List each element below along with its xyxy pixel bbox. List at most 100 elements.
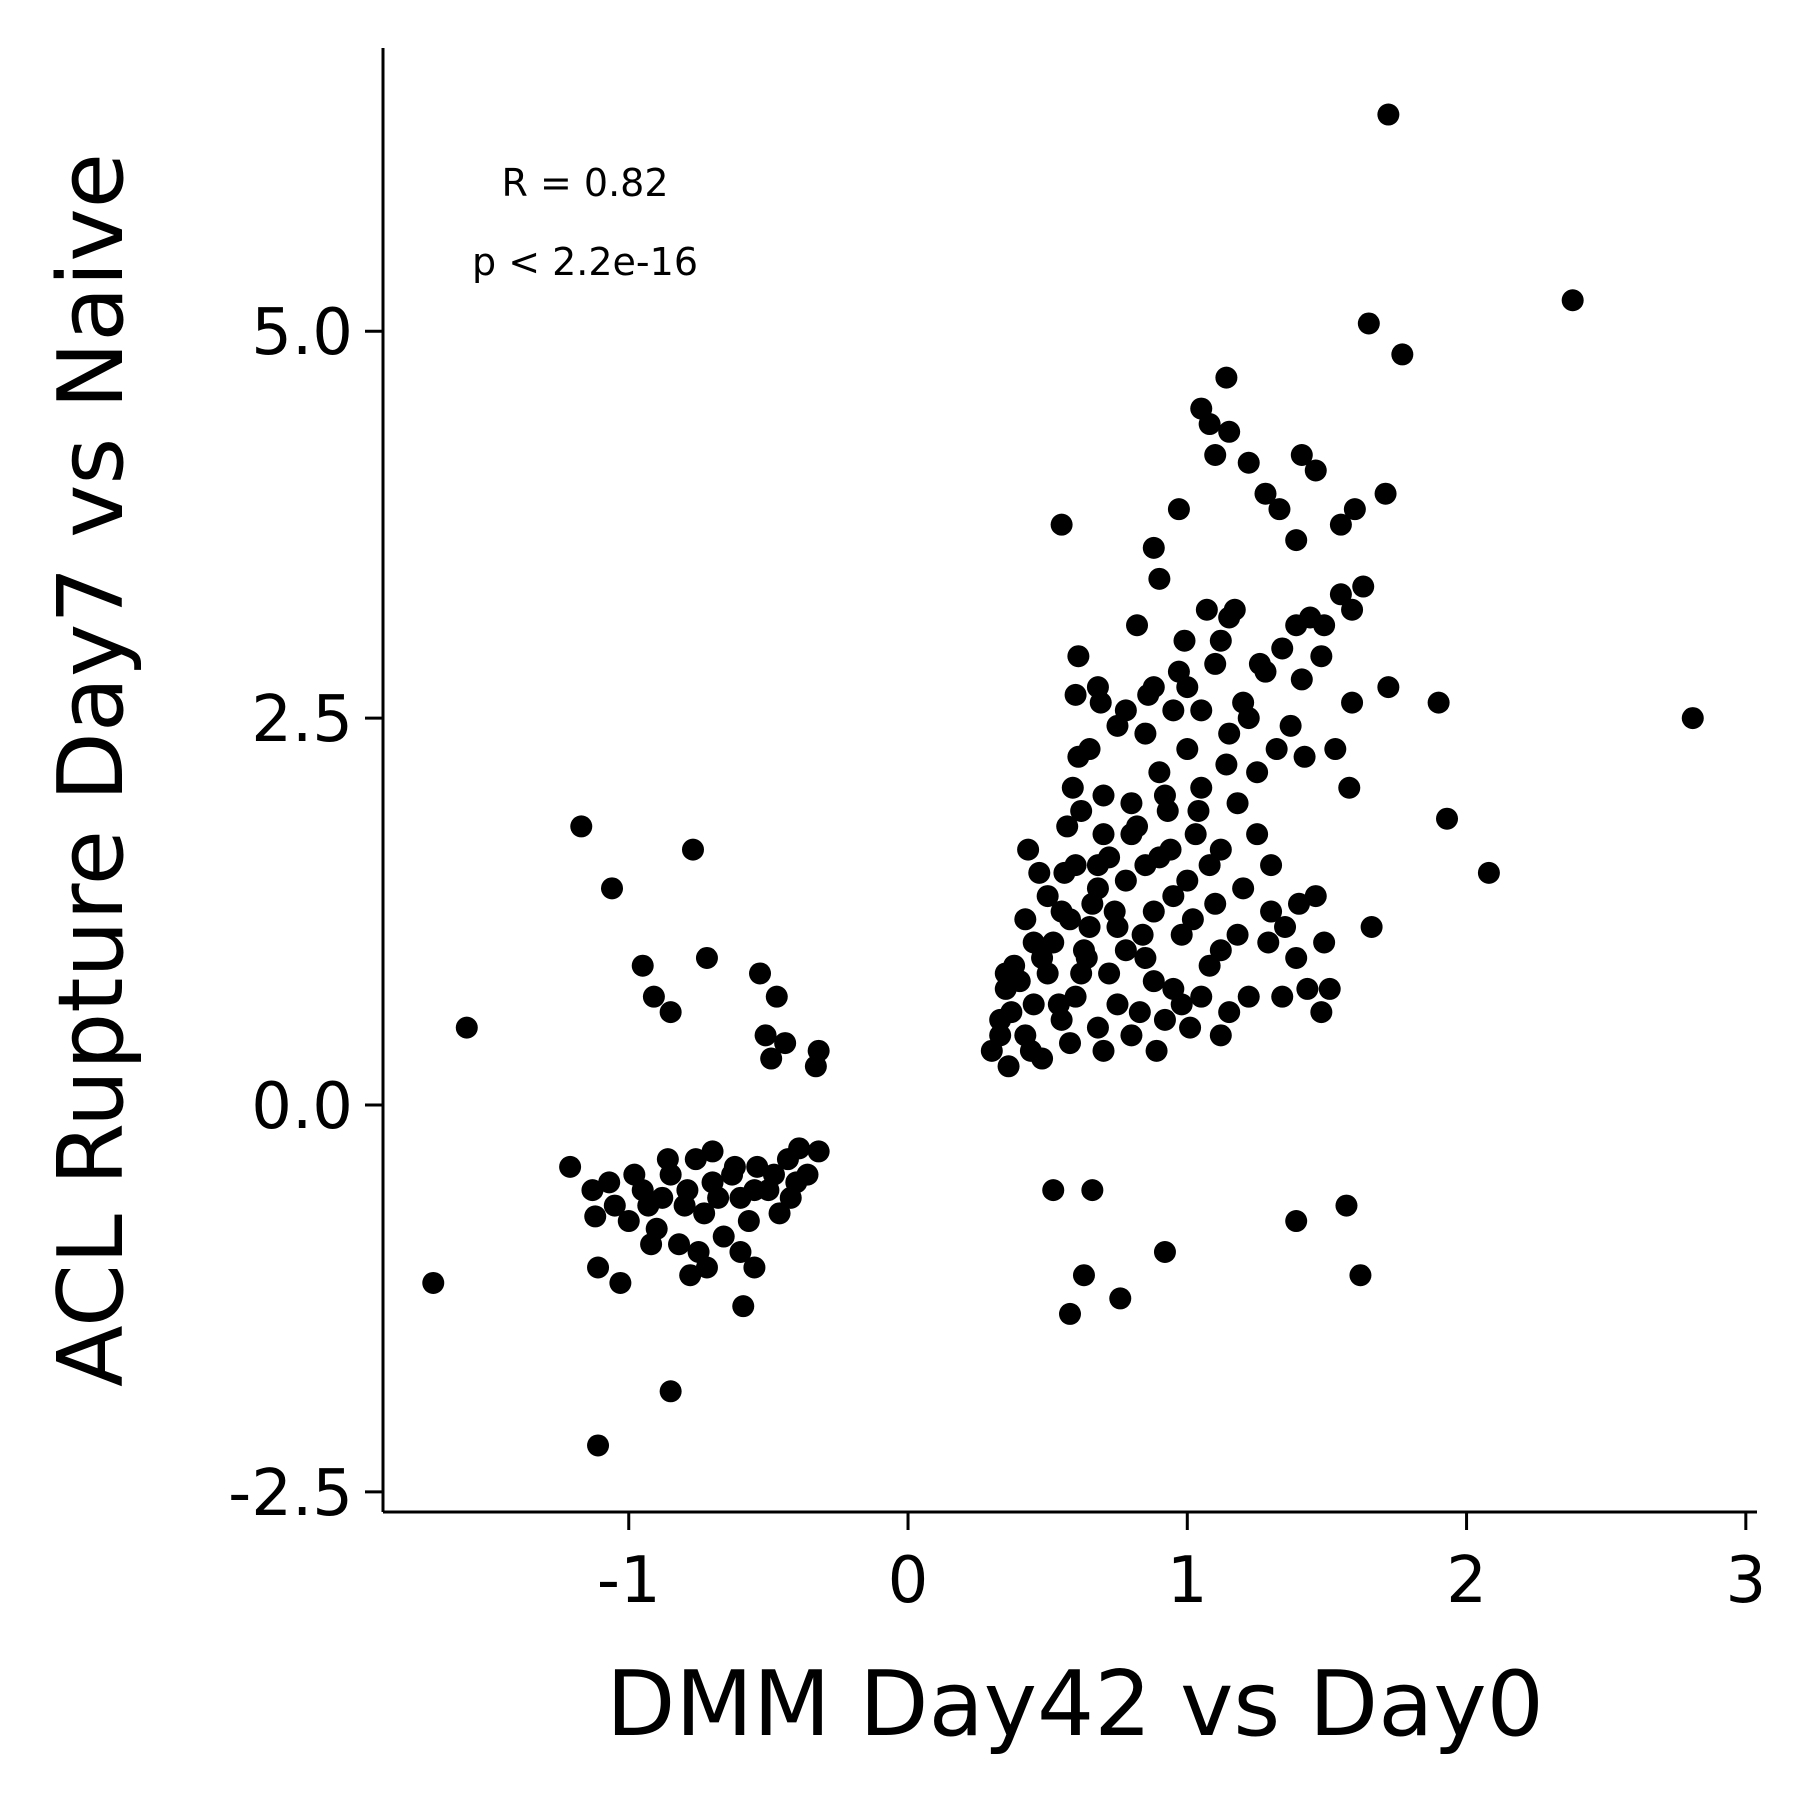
data-point — [1260, 900, 1283, 923]
data-point — [1162, 699, 1185, 722]
data-point — [668, 1233, 691, 1256]
data-point — [1360, 916, 1383, 939]
data-point — [1343, 498, 1366, 521]
data-point — [598, 1171, 621, 1194]
data-point — [1153, 784, 1176, 807]
data-point — [1279, 714, 1302, 737]
data-point — [1142, 900, 1165, 923]
data-point — [1126, 614, 1149, 637]
data-point — [1059, 908, 1081, 931]
x-tick-label: 0 — [888, 1544, 929, 1618]
data-point — [1313, 931, 1336, 954]
data-point — [1086, 877, 1109, 900]
data-point — [1120, 1024, 1143, 1047]
data-point — [1078, 738, 1101, 761]
data-point — [1059, 1302, 1081, 1325]
data-point — [642, 985, 665, 1008]
data-point — [1167, 498, 1190, 521]
data-point — [765, 985, 788, 1008]
data-point — [1170, 993, 1193, 1016]
data-point — [1092, 784, 1115, 807]
data-point — [1349, 1264, 1372, 1287]
data-point — [693, 1202, 716, 1225]
data-point — [1338, 776, 1361, 799]
data-point — [640, 1233, 663, 1256]
data-point — [1204, 444, 1227, 467]
data-point — [1310, 645, 1333, 668]
data-point — [1374, 482, 1397, 505]
data-point — [1170, 923, 1193, 946]
data-point — [1153, 1008, 1176, 1031]
data-point — [1064, 683, 1087, 706]
data-point — [1209, 629, 1232, 652]
x-tick-label: 1 — [1167, 1544, 1208, 1618]
data-point — [1265, 738, 1288, 761]
data-point — [1059, 1032, 1081, 1055]
data-point — [1215, 366, 1238, 389]
data-point — [1078, 916, 1101, 939]
data-point — [762, 1163, 785, 1186]
data-point — [1114, 699, 1137, 722]
data-point — [1092, 823, 1115, 846]
data-point — [743, 1179, 766, 1202]
data-point — [1237, 985, 1260, 1008]
data-point — [1159, 838, 1182, 861]
x-tick-label: 2 — [1446, 1544, 1487, 1618]
data-point — [1145, 1039, 1168, 1062]
data-point — [989, 1024, 1012, 1047]
y-tick-label: 5.0 — [251, 296, 353, 370]
data-point — [1036, 885, 1059, 908]
data-point — [1377, 103, 1400, 126]
data-point — [587, 1434, 610, 1457]
data-point — [1195, 598, 1218, 621]
data-point — [1106, 993, 1129, 1016]
data-point — [712, 1225, 735, 1248]
data-point — [1190, 776, 1213, 799]
data-point — [804, 1055, 827, 1078]
data-point — [679, 1264, 702, 1287]
data-point — [1098, 846, 1121, 869]
data-point — [1285, 529, 1308, 552]
data-point — [1134, 946, 1157, 969]
data-point — [1114, 939, 1137, 962]
data-point — [1477, 861, 1500, 884]
data-point — [1268, 498, 1291, 521]
data-point — [587, 1256, 610, 1279]
x-tick-label: 3 — [1725, 1544, 1766, 1618]
y-ticks: -2.5 0.0 2.5 5.0 — [228, 296, 383, 1531]
data-point — [1184, 823, 1207, 846]
y-tick-label: 0.0 — [251, 1070, 353, 1144]
data-point — [1019, 1039, 1042, 1062]
data-point — [1131, 923, 1154, 946]
data-point — [1128, 1001, 1151, 1024]
data-point — [681, 838, 704, 861]
data-point — [1064, 985, 1087, 1008]
data-point — [1329, 583, 1352, 606]
data-point — [994, 962, 1017, 985]
data-point — [1109, 1287, 1132, 1310]
data-point — [617, 1210, 640, 1233]
data-point — [687, 1241, 710, 1264]
data-point — [1081, 1179, 1104, 1202]
data-point — [997, 1055, 1020, 1078]
data-point — [1103, 900, 1126, 923]
data-point — [1357, 312, 1380, 335]
data-point — [1290, 444, 1313, 467]
data-point — [1022, 993, 1045, 1016]
data-point — [1190, 699, 1213, 722]
data-point — [1142, 536, 1165, 559]
data-points — [422, 103, 1704, 1457]
data-point — [1050, 513, 1073, 536]
data-point — [603, 1194, 626, 1217]
data-point — [1173, 629, 1196, 652]
data-point — [1237, 451, 1260, 474]
data-point — [1187, 799, 1210, 822]
data-point — [1304, 885, 1327, 908]
data-point — [1176, 869, 1199, 892]
data-point — [656, 1148, 679, 1171]
data-point — [1198, 413, 1221, 436]
data-point — [1285, 946, 1308, 969]
data-point — [1014, 908, 1037, 931]
data-point — [1134, 854, 1157, 877]
